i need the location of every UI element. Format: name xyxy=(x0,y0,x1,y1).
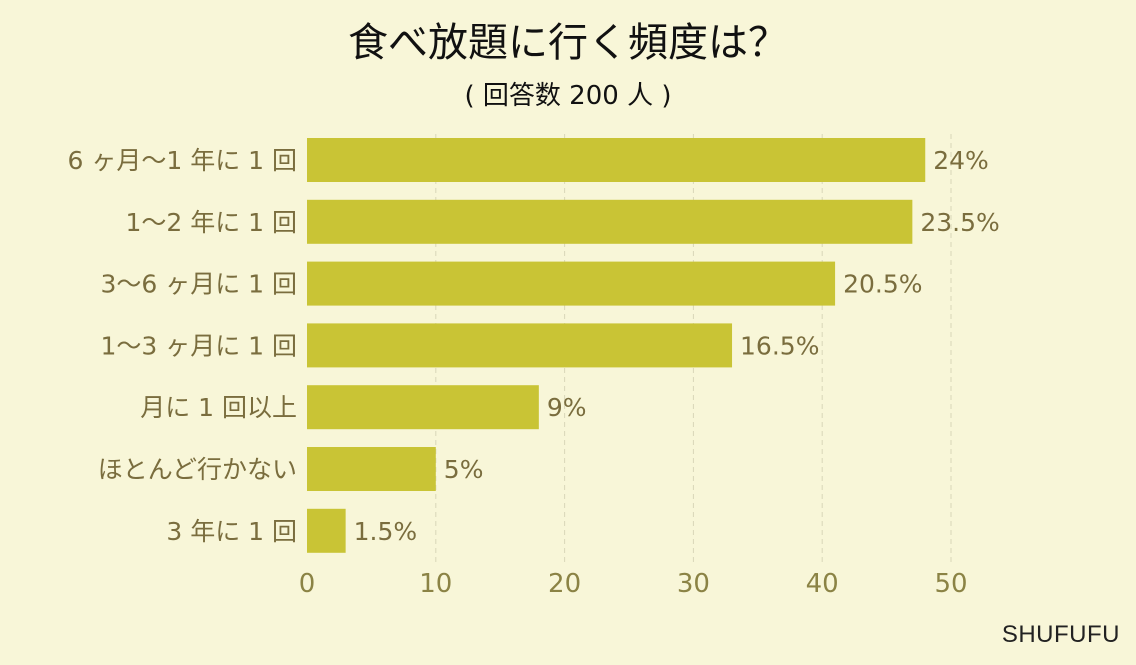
category-label: 3 年に 1 回 xyxy=(166,517,297,546)
data-labels: 24% 23.5% 20.5% 16.5% 9% 5% 1.5% xyxy=(354,146,1000,546)
x-tick-label: 50 xyxy=(934,569,967,599)
chart-title: 食べ放題に行く頻度は？ xyxy=(348,20,788,66)
bars xyxy=(307,138,926,553)
category-label: 月に 1 回以上 xyxy=(140,393,297,422)
data-label: 24% xyxy=(933,146,989,175)
category-label: 6 ヶ月〜1 年に 1 回 xyxy=(67,146,297,175)
bar xyxy=(307,199,913,244)
bar xyxy=(307,261,836,306)
x-axis-ticks: 0 10 20 30 40 50 xyxy=(299,569,968,599)
x-tick-label: 20 xyxy=(548,569,581,599)
bar xyxy=(307,385,539,430)
data-label: 1.5% xyxy=(354,517,418,546)
bar xyxy=(307,138,926,182)
category-labels: 6 ヶ月〜1 年に 1 回 1〜2 年に 1 回 3〜6 ヶ月に 1 回 1〜3 ヶ月… xyxy=(67,146,297,546)
category-label: 1〜3 ヶ月に 1 回 xyxy=(100,331,297,360)
data-label: 23.5% xyxy=(920,208,999,237)
x-tick-label: 40 xyxy=(806,569,839,599)
category-label: 3〜6 ヶ月に 1 回 xyxy=(100,270,297,299)
data-label: 5% xyxy=(444,455,484,484)
x-tick-label: 30 xyxy=(677,569,710,599)
brand-logo: SHUFUFU xyxy=(1001,621,1120,648)
bar xyxy=(307,447,436,491)
data-label: 9% xyxy=(547,393,587,422)
bar xyxy=(307,508,346,553)
data-label: 20.5% xyxy=(843,270,922,299)
chart-subtitle: ( 回答数 200 人 ) xyxy=(465,81,672,111)
category-label: 1〜2 年に 1 回 xyxy=(125,208,297,237)
bar xyxy=(307,323,733,368)
data-label: 16.5% xyxy=(740,331,819,360)
x-tick-label: 0 xyxy=(299,569,316,599)
x-tick-label: 10 xyxy=(419,569,452,599)
category-label: ほとんど行かない xyxy=(98,455,297,484)
